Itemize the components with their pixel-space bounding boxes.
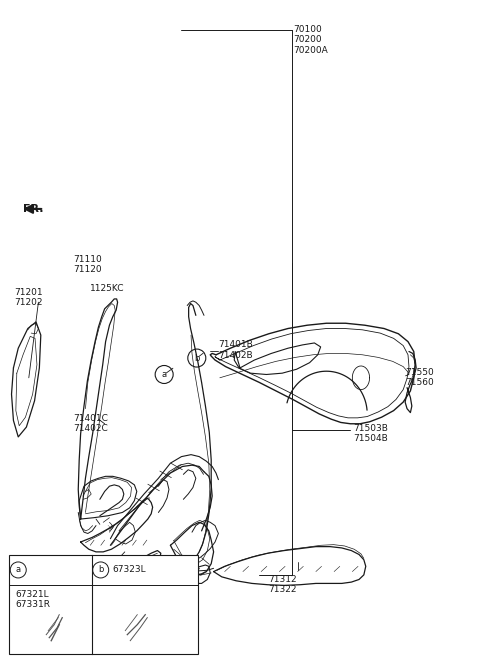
Text: 1125KC: 1125KC <box>90 284 125 293</box>
Text: 71503B
71504B: 71503B 71504B <box>353 424 388 443</box>
Bar <box>9 555 198 654</box>
Text: 67323L: 67323L <box>113 566 146 574</box>
Text: 67321L
67331R: 67321L 67331R <box>16 590 51 609</box>
Text: 70100
70200
70200A: 70100 70200 70200A <box>293 25 327 55</box>
Text: 71135: 71135 <box>138 575 167 584</box>
Text: 71401B
71402B: 71401B 71402B <box>218 340 253 360</box>
Text: a: a <box>162 370 167 379</box>
Text: a: a <box>16 566 21 574</box>
Text: FR.: FR. <box>23 204 44 214</box>
Text: 71201
71202: 71201 71202 <box>14 288 43 307</box>
Text: 71312
71322: 71312 71322 <box>268 575 297 595</box>
Text: b: b <box>194 353 200 363</box>
Text: 71601
71602: 71601 71602 <box>81 562 109 581</box>
Text: 71110
71120: 71110 71120 <box>73 255 102 275</box>
Text: 71401C
71402C: 71401C 71402C <box>73 414 108 434</box>
Text: b: b <box>98 566 103 574</box>
Text: 71550
71560: 71550 71560 <box>406 368 434 388</box>
